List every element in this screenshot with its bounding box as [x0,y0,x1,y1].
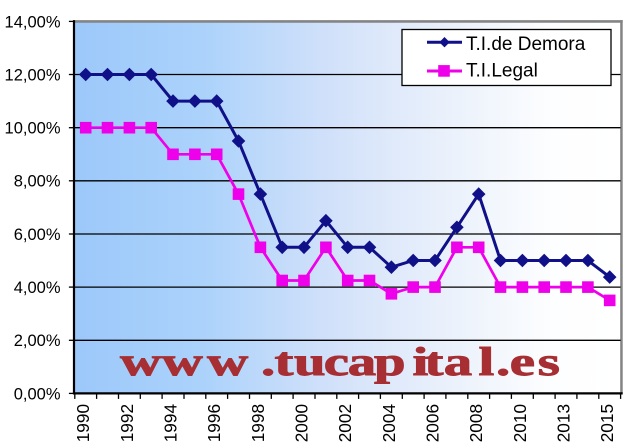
svg-text:1990: 1990 [73,404,93,442]
svg-text:T.I.Legal: T.I.Legal [466,60,538,81]
svg-text:4,00%: 4,00% [14,279,61,297]
svg-text:10,00%: 10,00% [5,120,61,138]
svg-text:1996: 1996 [204,404,224,442]
svg-text:2008: 2008 [466,404,486,442]
svg-text:8,00%: 8,00% [14,173,61,191]
svg-text:0,00%: 0,00% [14,385,61,403]
svg-text:2015: 2015 [597,404,617,442]
svg-text:1994: 1994 [160,403,180,442]
svg-text:T.I.de Demora: T.I.de Demora [466,34,586,55]
svg-text:www.tucapital.es: www.tucapital.es [120,339,560,384]
svg-text:2,00%: 2,00% [14,332,61,350]
svg-text:6,00%: 6,00% [14,226,61,244]
svg-text:2004: 2004 [379,403,399,442]
svg-text:2010: 2010 [510,404,530,442]
svg-text:12,00%: 12,00% [5,66,61,84]
svg-text:2002: 2002 [335,404,355,442]
svg-text:1992: 1992 [117,404,137,442]
svg-text:2000: 2000 [291,404,311,442]
svg-text:1998: 1998 [248,404,268,442]
svg-text:14,00%: 14,00% [5,13,61,31]
svg-text:2013: 2013 [553,404,573,442]
svg-text:2006: 2006 [422,404,442,442]
